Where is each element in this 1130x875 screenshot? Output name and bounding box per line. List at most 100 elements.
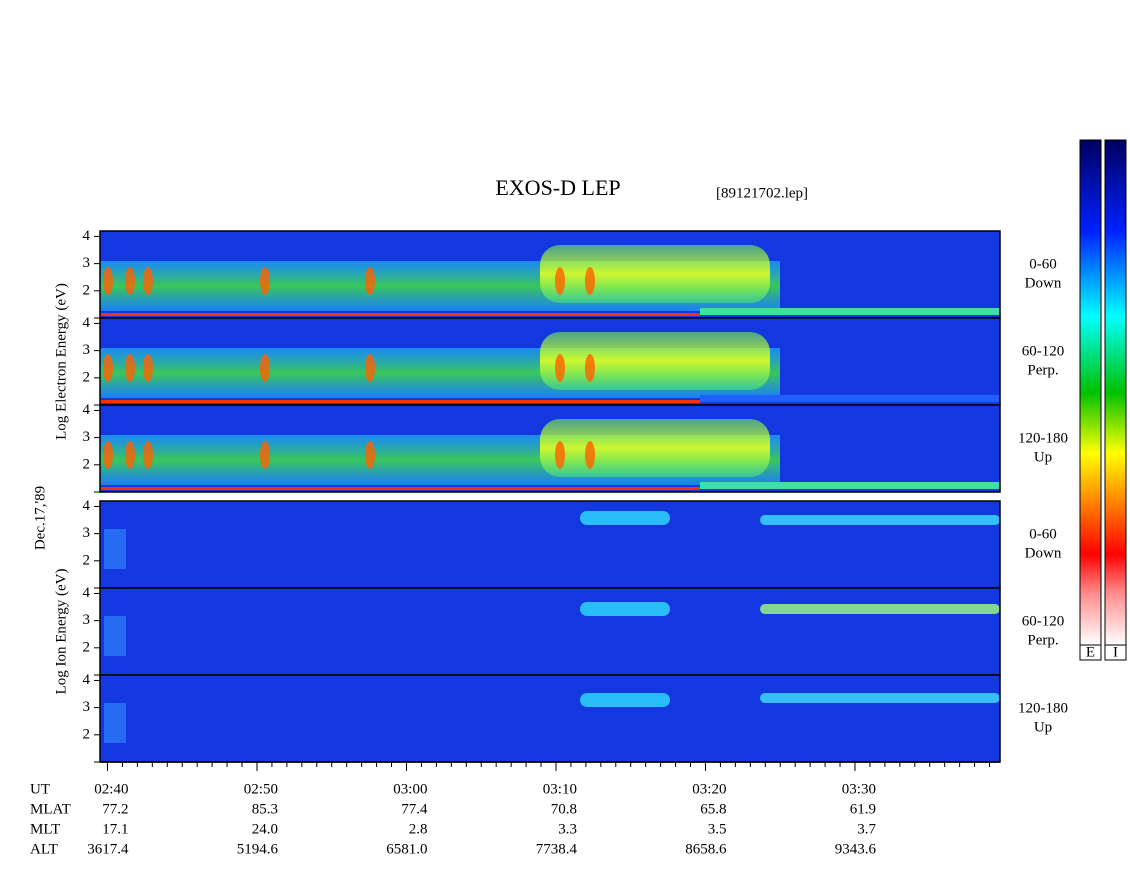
spectrogram-band — [100, 487, 700, 490]
ephemeris-value: 65.8 — [700, 801, 726, 817]
ephemeris-value: 2.8 — [409, 821, 428, 837]
spectrogram-spot — [365, 441, 375, 469]
spectrogram-spot — [103, 267, 113, 295]
x-tick-label: 03:20 — [692, 781, 726, 797]
file-name: [89121702.lep] — [716, 185, 808, 201]
spectrogram-band — [760, 604, 1000, 614]
ephemeris-value: 3.3 — [558, 821, 577, 837]
spectrogram-band — [540, 332, 770, 390]
spectrogram — [100, 675, 1000, 762]
spectrogram-band — [700, 308, 1000, 315]
spectrogram-spot — [555, 441, 565, 469]
spectrogram-band — [580, 602, 670, 616]
y-tick-label: 3 — [83, 255, 91, 271]
spectrogram-spot — [143, 354, 153, 382]
y-tick-label: 4 — [83, 315, 91, 331]
spectrogram-band — [700, 395, 1000, 402]
colorbar-label: I — [1113, 644, 1118, 660]
row-label: UT — [30, 781, 50, 797]
ephemeris-value: 5194.6 — [237, 841, 279, 857]
spectrogram-spot — [260, 267, 270, 295]
ephemeris-value: 8658.6 — [685, 841, 727, 857]
spectrogram-spot — [103, 441, 113, 469]
spectrogram-spot — [585, 267, 595, 295]
spectrogram — [100, 501, 1000, 588]
spectrogram-spot — [125, 441, 135, 469]
spectrogram-spot — [125, 354, 135, 382]
ephemeris-value: 24.0 — [252, 821, 278, 837]
spectrogram-spot — [260, 441, 270, 469]
ephemeris-value: 9343.6 — [835, 841, 877, 857]
panel-sublabel: Down — [1025, 275, 1062, 291]
ephemeris-value: 77.4 — [401, 801, 428, 817]
y-tick-label: 2 — [83, 639, 91, 655]
y-tick-label: 4 — [83, 585, 91, 601]
panel-label: 120-180 — [1018, 700, 1068, 716]
x-tick-label: 02:40 — [94, 781, 128, 797]
spectrogram-spot — [125, 267, 135, 295]
colorbar-label-box — [1104, 644, 1127, 661]
panel-sublabel: Up — [1034, 449, 1052, 465]
ephemeris-value: 3617.4 — [87, 841, 129, 857]
y-tick-label: 2 — [83, 456, 91, 472]
y-tick-label: 4 — [83, 402, 91, 418]
spectrogram-spot — [585, 441, 595, 469]
ephemeris-value: 3.5 — [708, 821, 727, 837]
ephemeris-value: 77.2 — [102, 801, 128, 817]
ephemeris-value: 17.1 — [102, 821, 128, 837]
y-tick-label: 3 — [83, 429, 91, 445]
spectrogram-spot — [365, 267, 375, 295]
ephemeris-value: 61.9 — [850, 801, 876, 817]
panel-label: 60-120 — [1022, 613, 1065, 629]
x-tick-label: 02:50 — [244, 781, 278, 797]
spectrogram-spot — [103, 354, 113, 382]
colorbar-label-box — [1079, 644, 1102, 661]
spectrogram-band — [760, 515, 1000, 525]
spectrogram-band — [104, 529, 126, 569]
y-tick-label: 2 — [83, 369, 91, 385]
spectrogram-band — [100, 313, 700, 316]
spectrogram-spot — [365, 354, 375, 382]
spectrogram-band — [580, 693, 670, 707]
y-tick-label: 2 — [83, 552, 91, 568]
row-label: MLAT — [30, 801, 71, 817]
spectrogram-band — [540, 245, 770, 303]
panel-sublabel: Down — [1025, 545, 1062, 561]
ephemeris-value: 3.7 — [857, 821, 876, 837]
ephemeris-value: 70.8 — [551, 801, 577, 817]
panel-label: 0-60 — [1029, 256, 1057, 272]
ephemeris-value: 85.3 — [252, 801, 278, 817]
y-tick-label: 2 — [83, 282, 91, 298]
spectrogram-spot — [143, 441, 153, 469]
spectrogram-band — [700, 482, 1000, 489]
panel-frame — [99, 404, 1001, 493]
spectrogram-band — [100, 400, 700, 403]
spectrogram-spot — [143, 267, 153, 295]
spectrogram-band — [540, 419, 770, 477]
row-label: MLT — [30, 821, 60, 837]
panel-label: 120-180 — [1018, 430, 1068, 446]
panel-sublabel: Up — [1034, 719, 1052, 735]
row-label: ALT — [30, 841, 58, 857]
colorbar-label: E — [1086, 644, 1095, 660]
panel-label: 60-120 — [1022, 343, 1065, 359]
spectrogram-spot — [260, 354, 270, 382]
spectrogram-spot — [585, 354, 595, 382]
spectrogram-spot — [555, 354, 565, 382]
ephemeris-value: 7738.4 — [536, 841, 578, 857]
spectrogram — [100, 588, 1000, 675]
spectrogram-band — [104, 703, 126, 743]
x-tick-label: 03:10 — [543, 781, 577, 797]
x-tick-label: 03:00 — [393, 781, 427, 797]
group-label: Log Ion Energy (eV) — [53, 569, 69, 695]
x-tick-label: 03:30 — [842, 781, 876, 797]
y-tick-label: 3 — [83, 525, 91, 541]
date: Dec.17,'89 — [32, 486, 48, 550]
colorbar — [1104, 139, 1127, 646]
title: EXOS-D LEP — [495, 175, 620, 200]
panel-label: 0-60 — [1029, 526, 1057, 542]
panel-sublabel: Perp. — [1027, 362, 1058, 378]
ephemeris-value: 6581.0 — [386, 841, 427, 857]
spectrogram-band — [104, 616, 126, 656]
